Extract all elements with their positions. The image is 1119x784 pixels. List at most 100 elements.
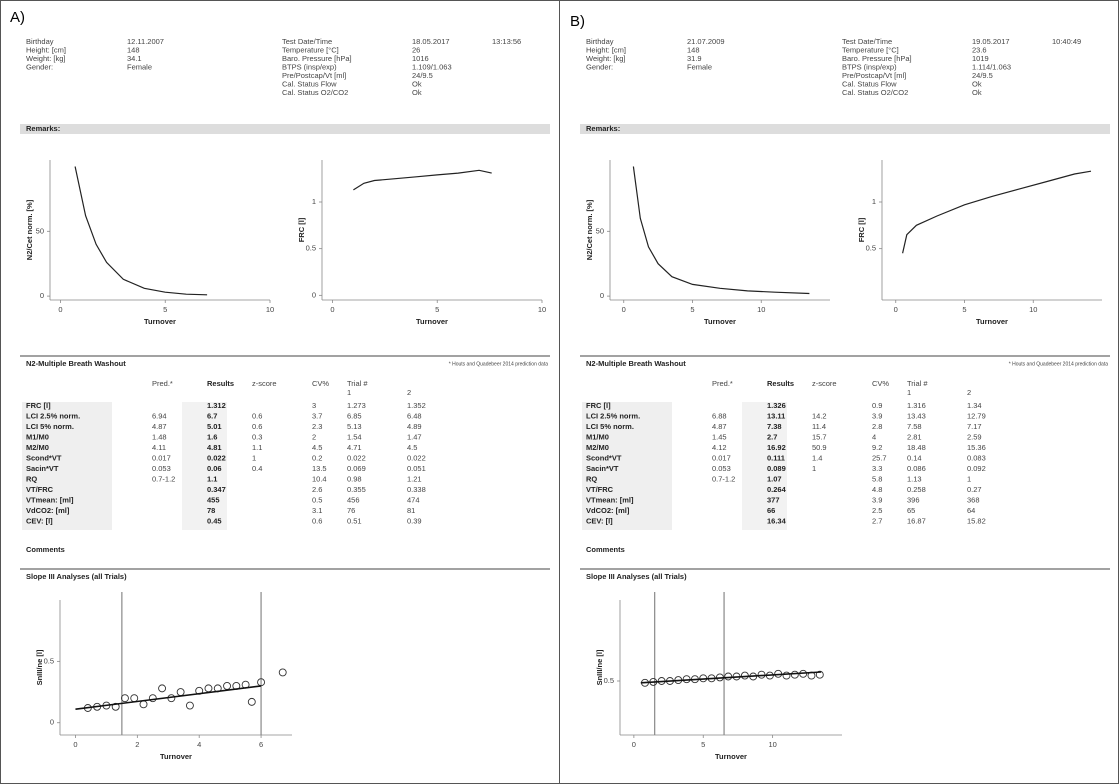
- field-value: 148: [127, 45, 140, 54]
- table-cell: 1.6: [207, 432, 217, 441]
- table-cell: 6.85: [347, 411, 362, 420]
- row-label: CEV: [l]: [26, 516, 53, 525]
- point: [782, 671, 791, 680]
- table-cell: 4.89: [407, 422, 422, 431]
- table-cell: 6.94: [152, 411, 167, 420]
- table-cell: 3.1: [312, 506, 322, 515]
- table-cell: 5.01: [207, 422, 222, 431]
- table-cell: 2: [312, 432, 316, 441]
- field-label: BTPS (insp/exp): [842, 62, 897, 71]
- field-value: 1.109/1.063: [412, 62, 452, 71]
- panel-label: B): [570, 13, 585, 30]
- label-shade: [22, 402, 112, 530]
- table-cell: 5.8: [872, 474, 882, 483]
- x-tick-label: 10: [266, 305, 274, 314]
- table-cell: 3.9: [872, 495, 882, 504]
- table-cell: 3: [312, 401, 316, 410]
- table-cell: 0.347: [207, 485, 226, 494]
- table-cell: 2.7: [767, 432, 777, 441]
- x-tick-label: 0: [894, 305, 898, 314]
- table-cell: 16.34: [767, 516, 787, 525]
- section-bar: [20, 124, 550, 134]
- y-tick-label: 1: [872, 197, 876, 206]
- x-tick-label: 10: [768, 740, 776, 749]
- table-cell: 81: [407, 506, 415, 515]
- x-tick-label: 4: [197, 740, 201, 749]
- table-cell: 6.48: [407, 411, 422, 420]
- row-label: FRC [l]: [26, 401, 51, 410]
- y-tick-label: 1: [312, 197, 316, 206]
- row-label: VTmean: [ml]: [26, 495, 74, 504]
- table-cell: 1.07: [767, 474, 782, 483]
- table-cell: 0.5: [312, 495, 322, 504]
- table-cell: 4.87: [152, 422, 167, 431]
- table-cell: 13.11: [767, 411, 785, 420]
- table-note: * Houts and Quadebeer 2014 prediction da…: [449, 361, 548, 367]
- field-label: Height: [cm]: [586, 45, 626, 54]
- table-cell: 4: [872, 432, 876, 441]
- field-label: Weight: [kg]: [586, 54, 625, 63]
- y-tick-label: 0.5: [604, 676, 614, 685]
- table-cell: 1: [252, 453, 256, 462]
- table-cell: 0.39: [407, 516, 422, 525]
- y-tick-label: 0.5: [306, 244, 316, 253]
- row-label: Scond*VT: [586, 453, 622, 462]
- x-tick-label: 0: [632, 740, 636, 749]
- table-cell: 1.13: [907, 474, 922, 483]
- field-value: 12.11.2007: [127, 37, 164, 46]
- table-cell: 1.352: [407, 401, 426, 410]
- y-tick-label: 50: [36, 226, 44, 235]
- row-label: VT/FRC: [586, 485, 614, 494]
- table-cell: 0.3: [252, 432, 262, 441]
- table-cell: 1.54: [347, 432, 362, 441]
- column-header: CV%: [312, 379, 329, 388]
- field-value: 24/9.5: [972, 71, 993, 80]
- field-value: 1.114/1.063: [972, 62, 1011, 71]
- field-label: Birthday: [586, 37, 614, 46]
- field-value: 10:40:49: [1052, 37, 1081, 46]
- table-cell: 2.81: [907, 432, 922, 441]
- y-axis-label: FRC [l]: [297, 217, 306, 242]
- table-cell: 1: [967, 474, 971, 483]
- field-value: 1016: [412, 54, 429, 63]
- table-cell: 4.5: [407, 443, 417, 452]
- table-cell: 1.1: [207, 474, 217, 483]
- column-header: z-score: [252, 379, 277, 388]
- table-cell: 1.34: [967, 401, 982, 410]
- field-label: Birthday: [26, 37, 54, 46]
- column-header: Trial #: [347, 379, 368, 388]
- table-cell: 4.12: [712, 443, 727, 452]
- row-label: CEV: [l]: [586, 516, 613, 525]
- table-cell: 0.017: [712, 453, 731, 462]
- table-cell: 78: [207, 506, 215, 515]
- curve: [902, 170, 1092, 254]
- table-cell: 0.053: [712, 464, 731, 473]
- table-cell: 0.4: [252, 464, 262, 473]
- table-cell: 6.7: [207, 411, 217, 420]
- table-cell: 12.79: [967, 411, 986, 420]
- x-axis-label: Turnover: [704, 317, 736, 326]
- field-value: 31.9: [687, 54, 702, 63]
- x-axis-label: Turnover: [715, 752, 747, 761]
- trial-header: 1: [907, 388, 911, 397]
- field-label: Gender:: [26, 62, 53, 71]
- field-label: Cal. Status Flow: [842, 79, 897, 88]
- point: [724, 672, 733, 681]
- field-label: Baro. Pressure [hPa]: [282, 54, 352, 63]
- table-cell: 1: [812, 464, 816, 473]
- table-cell: 13.5: [312, 464, 327, 473]
- table-cell: 0.051: [407, 464, 426, 473]
- table-cell: 66: [767, 506, 775, 515]
- table-cell: 2.6: [312, 485, 322, 494]
- table-cell: 15.82: [967, 516, 986, 525]
- y-axis-label: N2/Cet norm. [%]: [25, 199, 34, 260]
- table-cell: 7.17: [967, 422, 982, 431]
- table-cell: 1.21: [407, 474, 422, 483]
- table-cell: 7.58: [907, 422, 922, 431]
- table-cell: 3.3: [872, 464, 882, 473]
- point: [111, 702, 120, 711]
- table-cell: 5.13: [347, 422, 362, 431]
- table-cell: 0.338: [407, 485, 426, 494]
- point: [121, 694, 129, 703]
- table-cell: 0.7-1.2: [712, 474, 735, 483]
